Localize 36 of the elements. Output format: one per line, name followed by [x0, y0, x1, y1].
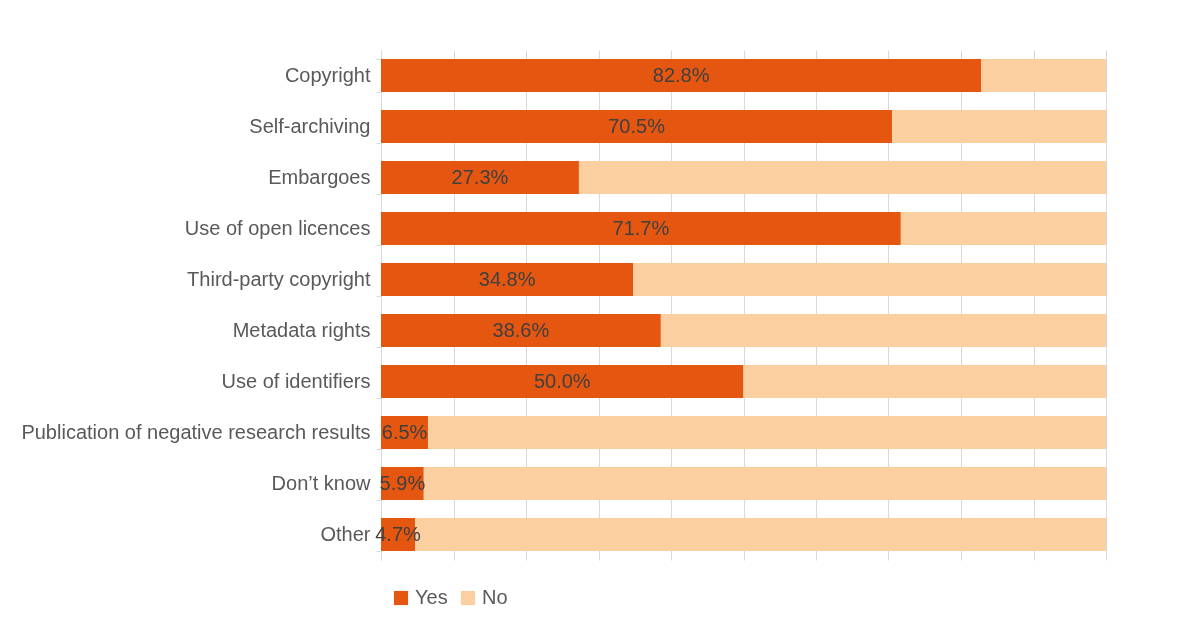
y-tick-label: Use of open licences — [184, 217, 371, 239]
y-tick-label: Metadata rights — [232, 319, 371, 341]
y-tick-label: Third-party copyright — [187, 268, 371, 290]
y-tick-label: Self-archiving — [249, 115, 371, 137]
bar — [892, 109, 1106, 144]
legend-label: No — [482, 586, 508, 608]
bar — [743, 364, 1106, 399]
y-tick-label: Other — [320, 523, 371, 545]
data-label: 70.5% — [608, 114, 666, 137]
data-label: 71.7% — [612, 216, 670, 239]
data-label: 27.3% — [451, 165, 509, 188]
data-label: 6.5% — [381, 420, 428, 443]
bar — [381, 160, 579, 195]
bar — [381, 58, 982, 93]
bar — [900, 211, 1106, 246]
y-tick-label: Embargoes — [268, 166, 371, 188]
data-label: 82.8% — [652, 63, 710, 86]
bar — [633, 262, 1106, 297]
y-tick-label: Copyright — [284, 64, 371, 86]
bar — [381, 262, 634, 297]
y-tick-label: Don’t know — [271, 472, 372, 494]
data-label: 34.8% — [478, 267, 536, 290]
data-label: 38.6% — [492, 318, 550, 341]
bar — [428, 415, 1106, 450]
bar — [423, 466, 1106, 501]
bar — [381, 211, 901, 246]
bar — [660, 313, 1106, 348]
bar — [381, 313, 661, 348]
legend-label: Yes — [415, 586, 448, 608]
y-tick-label: Use of identifiers — [221, 370, 371, 392]
bar — [578, 160, 1106, 195]
data-label: 50.0% — [533, 369, 591, 392]
y-tick-label: Publication of negative research results — [21, 421, 371, 443]
bar — [381, 109, 893, 144]
bar — [981, 58, 1106, 93]
bar — [381, 364, 744, 399]
